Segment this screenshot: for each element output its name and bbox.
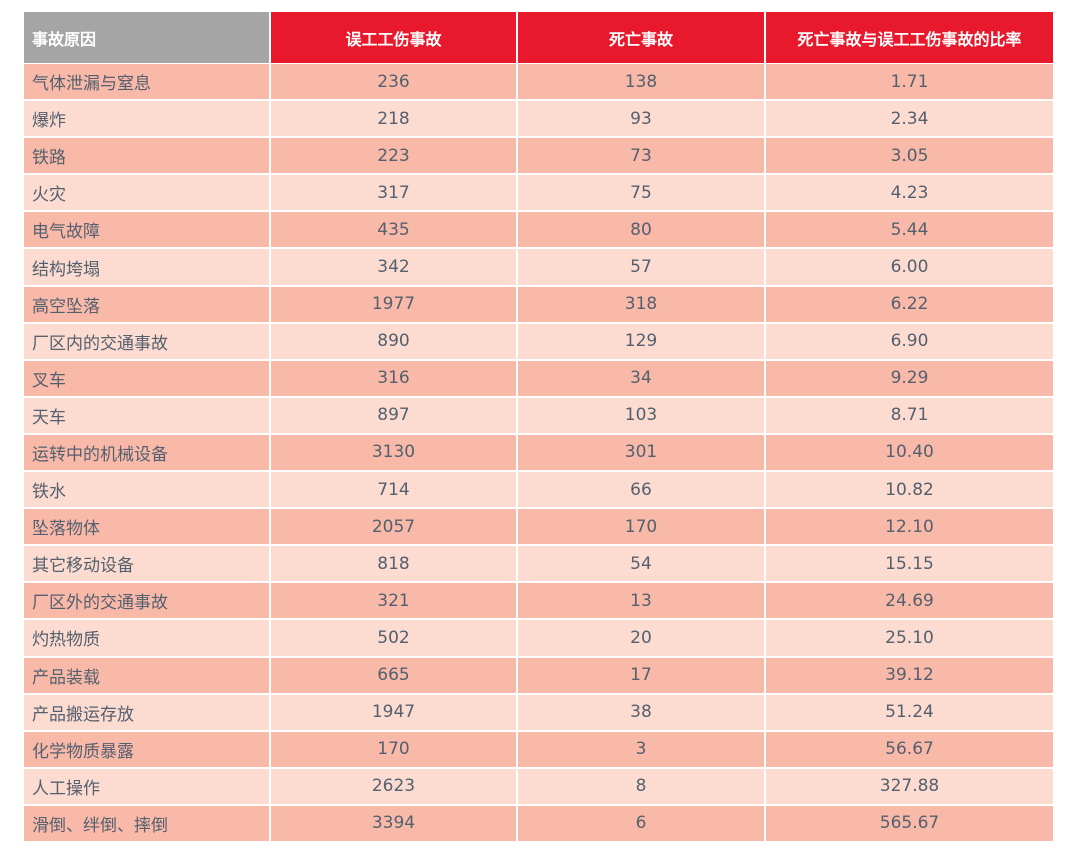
value-cell: 317 xyxy=(271,175,516,211)
cause-cell: 产品装载 xyxy=(24,657,269,693)
value-cell: 890 xyxy=(271,323,516,359)
value-cell: 9.29 xyxy=(766,360,1053,396)
cause-cell: 厂区内的交通事故 xyxy=(24,323,269,359)
cause-cell: 其它移动设备 xyxy=(24,546,269,582)
cause-cell: 灼热物质 xyxy=(24,620,269,656)
value-cell: 17 xyxy=(518,657,764,693)
value-cell: 20 xyxy=(518,620,764,656)
value-cell: 3.05 xyxy=(766,138,1053,174)
cause-cell: 铁水 xyxy=(24,472,269,508)
value-cell: 2057 xyxy=(271,509,516,545)
cause-cell: 叉车 xyxy=(24,360,269,396)
value-cell: 897 xyxy=(271,397,516,433)
cause-cell: 火灾 xyxy=(24,175,269,211)
cause-cell: 人工操作 xyxy=(24,768,269,804)
value-cell: 218 xyxy=(271,101,516,137)
value-cell: 236 xyxy=(271,64,516,100)
value-cell: 316 xyxy=(271,360,516,396)
value-cell: 818 xyxy=(271,546,516,582)
value-cell: 12.10 xyxy=(766,509,1053,545)
value-cell: 13 xyxy=(518,583,764,619)
value-cell: 24.69 xyxy=(766,583,1053,619)
value-cell: 138 xyxy=(518,64,764,100)
value-cell: 66 xyxy=(518,472,764,508)
header-cell: 误工工伤事故 xyxy=(271,12,516,63)
value-cell: 342 xyxy=(271,249,516,285)
value-cell: 502 xyxy=(271,620,516,656)
value-cell: 54 xyxy=(518,546,764,582)
cause-cell: 厂区外的交通事故 xyxy=(24,583,269,619)
value-cell: 223 xyxy=(271,138,516,174)
value-cell: 327.88 xyxy=(766,768,1053,804)
cause-cell: 运转中的机械设备 xyxy=(24,434,269,471)
value-cell: 318 xyxy=(518,286,764,322)
cause-cell: 坠落物体 xyxy=(24,509,269,545)
cause-cell: 高空坠落 xyxy=(24,286,269,322)
value-cell: 3130 xyxy=(271,434,516,471)
value-cell: 38 xyxy=(518,694,764,730)
value-cell: 25.10 xyxy=(766,620,1053,656)
header-cell: 死亡事故 xyxy=(518,12,764,63)
cause-cell: 爆炸 xyxy=(24,101,269,137)
value-cell: 6.22 xyxy=(766,286,1053,322)
value-cell: 56.67 xyxy=(766,731,1053,767)
value-cell: 93 xyxy=(518,101,764,137)
value-cell: 665 xyxy=(271,657,516,693)
value-cell: 2623 xyxy=(271,768,516,804)
value-cell: 714 xyxy=(271,472,516,508)
cause-cell: 电气故障 xyxy=(24,212,269,248)
cause-cell: 天车 xyxy=(24,397,269,433)
value-cell: 6.90 xyxy=(766,323,1053,359)
value-cell: 1947 xyxy=(271,694,516,730)
value-cell: 6 xyxy=(518,805,764,841)
value-cell: 2.34 xyxy=(766,101,1053,137)
value-cell: 170 xyxy=(518,509,764,545)
header-cell: 事故原因 xyxy=(24,12,269,63)
value-cell: 80 xyxy=(518,212,764,248)
cause-cell: 结构垮塌 xyxy=(24,249,269,285)
value-cell: 129 xyxy=(518,323,764,359)
value-cell: 4.23 xyxy=(766,175,1053,211)
value-cell: 565.67 xyxy=(766,805,1053,841)
cause-cell: 产品搬运存放 xyxy=(24,694,269,730)
cause-cell: 气体泄漏与窒息 xyxy=(24,64,269,100)
value-cell: 57 xyxy=(518,249,764,285)
cause-cell: 化学物质暴露 xyxy=(24,731,269,767)
value-cell: 3394 xyxy=(271,805,516,841)
value-cell: 10.40 xyxy=(766,434,1053,471)
value-cell: 321 xyxy=(271,583,516,619)
value-cell: 435 xyxy=(271,212,516,248)
value-cell: 3 xyxy=(518,731,764,767)
cause-cell: 滑倒、绊倒、摔倒 xyxy=(24,805,269,841)
value-cell: 301 xyxy=(518,434,764,471)
value-cell: 5.44 xyxy=(766,212,1053,248)
value-cell: 1.71 xyxy=(766,64,1053,100)
value-cell: 8 xyxy=(518,768,764,804)
header-cell: 死亡事故与误工工伤事故的比率 xyxy=(766,12,1053,63)
value-cell: 8.71 xyxy=(766,397,1053,433)
value-cell: 75 xyxy=(518,175,764,211)
value-cell: 39.12 xyxy=(766,657,1053,693)
value-cell: 103 xyxy=(518,397,764,433)
value-cell: 51.24 xyxy=(766,694,1053,730)
value-cell: 6.00 xyxy=(766,249,1053,285)
cause-cell: 铁路 xyxy=(24,138,269,174)
value-cell: 1977 xyxy=(271,286,516,322)
value-cell: 170 xyxy=(271,731,516,767)
value-cell: 15.15 xyxy=(766,546,1053,582)
value-cell: 73 xyxy=(518,138,764,174)
value-cell: 34 xyxy=(518,360,764,396)
value-cell: 10.82 xyxy=(766,472,1053,508)
